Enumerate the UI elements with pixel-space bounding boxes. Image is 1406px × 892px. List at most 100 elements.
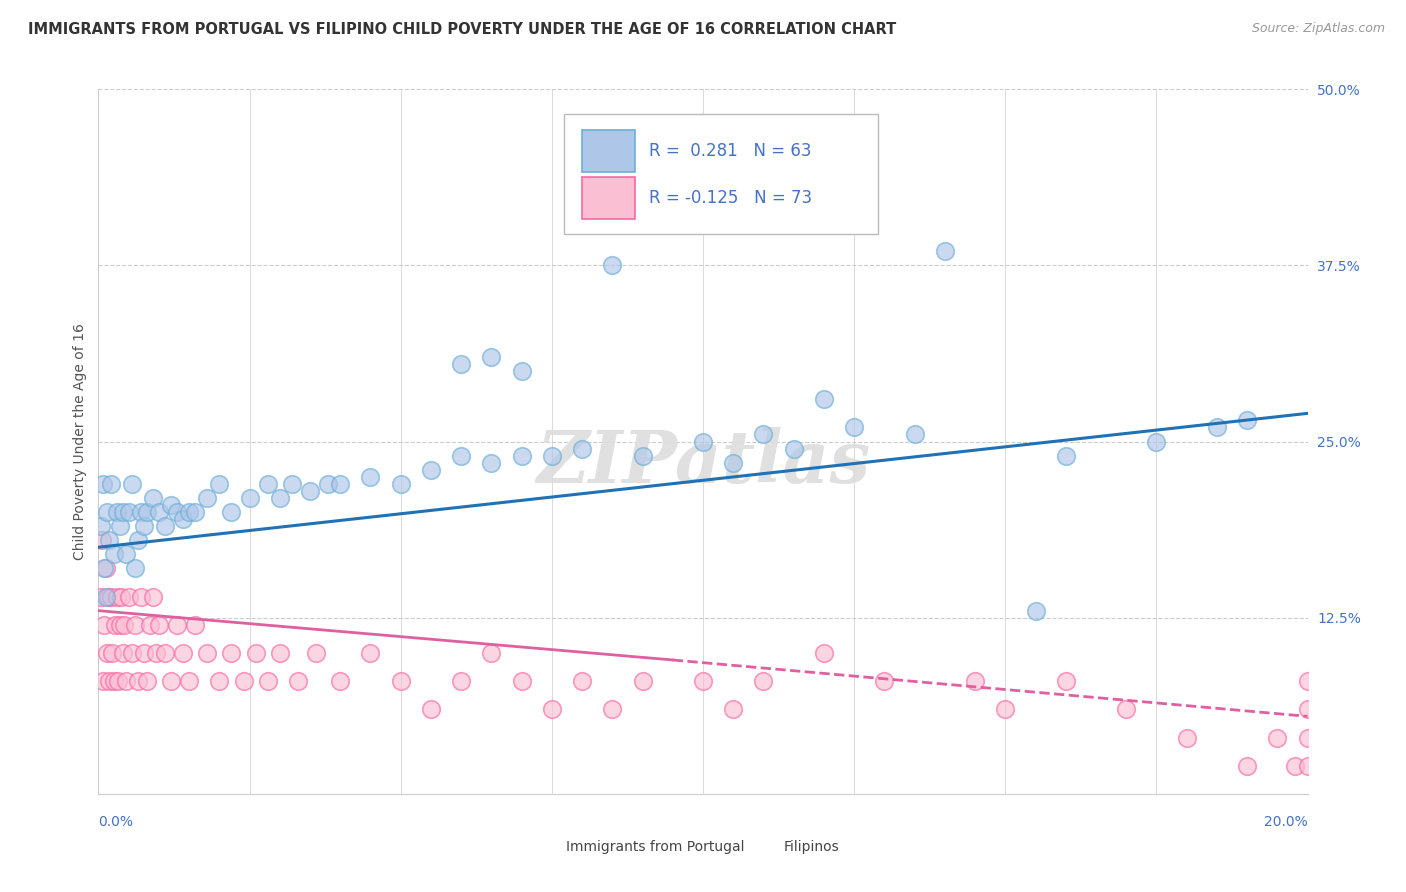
Point bbox=[994, 702, 1017, 716]
Point bbox=[195, 491, 218, 505]
Point bbox=[256, 476, 278, 491]
Point bbox=[105, 590, 128, 604]
Point bbox=[153, 519, 176, 533]
Point bbox=[97, 590, 120, 604]
Point bbox=[360, 646, 382, 660]
Point bbox=[571, 442, 593, 456]
Point bbox=[118, 505, 141, 519]
Point bbox=[1267, 731, 1289, 745]
Point bbox=[692, 674, 714, 689]
Point bbox=[904, 427, 927, 442]
Point bbox=[94, 590, 117, 604]
Point bbox=[245, 646, 267, 660]
Point bbox=[145, 646, 167, 660]
Point bbox=[208, 476, 231, 491]
Point bbox=[139, 617, 162, 632]
Point bbox=[1296, 758, 1319, 772]
Text: 0.0%: 0.0% bbox=[98, 814, 134, 829]
Point bbox=[91, 476, 114, 491]
Point bbox=[934, 244, 956, 259]
Point bbox=[108, 519, 131, 533]
Point bbox=[1206, 420, 1229, 434]
Point bbox=[93, 561, 115, 575]
Point bbox=[540, 449, 562, 463]
Point bbox=[965, 674, 987, 689]
Point bbox=[107, 674, 129, 689]
Point bbox=[105, 505, 128, 519]
Point bbox=[135, 674, 157, 689]
Point bbox=[481, 456, 503, 470]
Point bbox=[1296, 702, 1319, 716]
Point bbox=[389, 674, 412, 689]
Point bbox=[631, 449, 654, 463]
Text: IMMIGRANTS FROM PORTUGAL VS FILIPINO CHILD POVERTY UNDER THE AGE OF 16 CORRELATI: IMMIGRANTS FROM PORTUGAL VS FILIPINO CHI… bbox=[28, 22, 897, 37]
Point bbox=[184, 505, 207, 519]
Text: R =  0.281   N = 63: R = 0.281 N = 63 bbox=[648, 142, 811, 161]
Point bbox=[360, 469, 382, 483]
Point bbox=[160, 674, 183, 689]
Point bbox=[221, 505, 243, 519]
Point bbox=[96, 505, 118, 519]
Point bbox=[481, 350, 503, 364]
Point bbox=[100, 590, 122, 604]
Text: 20.0%: 20.0% bbox=[1264, 814, 1308, 829]
Point bbox=[232, 674, 254, 689]
Point bbox=[305, 646, 328, 660]
Point bbox=[269, 491, 291, 505]
Point bbox=[179, 674, 201, 689]
Point bbox=[450, 357, 472, 371]
Point bbox=[132, 646, 155, 660]
Point bbox=[91, 533, 114, 548]
Point bbox=[510, 364, 533, 378]
Point bbox=[153, 646, 176, 660]
Point bbox=[179, 505, 201, 519]
Point bbox=[281, 476, 304, 491]
Point bbox=[1236, 413, 1258, 427]
Point bbox=[813, 392, 835, 407]
Point bbox=[135, 505, 157, 519]
Point bbox=[1296, 731, 1319, 745]
Point bbox=[103, 674, 125, 689]
Point bbox=[98, 674, 121, 689]
Point bbox=[450, 449, 472, 463]
Point bbox=[256, 674, 278, 689]
Point bbox=[1146, 434, 1168, 449]
Point bbox=[450, 674, 472, 689]
FancyBboxPatch shape bbox=[526, 833, 561, 859]
Point bbox=[132, 519, 155, 533]
Point bbox=[540, 702, 562, 716]
Point bbox=[100, 476, 122, 491]
Point bbox=[269, 646, 291, 660]
Text: ZIPatlas: ZIPatlas bbox=[536, 427, 870, 498]
Point bbox=[148, 505, 170, 519]
Text: Filipinos: Filipinos bbox=[785, 839, 839, 854]
Point bbox=[111, 646, 134, 660]
Point bbox=[124, 617, 146, 632]
Point bbox=[481, 646, 503, 660]
Point bbox=[299, 483, 322, 498]
Point bbox=[221, 646, 243, 660]
Point bbox=[389, 476, 412, 491]
Point bbox=[692, 434, 714, 449]
Point bbox=[124, 561, 146, 575]
Point bbox=[602, 702, 624, 716]
Text: Immigrants from Portugal: Immigrants from Portugal bbox=[567, 839, 745, 854]
Point bbox=[1054, 674, 1077, 689]
Point bbox=[94, 561, 117, 575]
Point bbox=[160, 498, 183, 512]
Point bbox=[329, 674, 352, 689]
FancyBboxPatch shape bbox=[742, 833, 778, 859]
Point bbox=[723, 456, 745, 470]
Point bbox=[142, 491, 165, 505]
Point bbox=[208, 674, 231, 689]
Point bbox=[631, 674, 654, 689]
Point bbox=[110, 590, 132, 604]
Point bbox=[571, 674, 593, 689]
Point bbox=[1296, 674, 1319, 689]
Point bbox=[195, 646, 218, 660]
Point bbox=[239, 491, 262, 505]
FancyBboxPatch shape bbox=[582, 178, 636, 219]
Point bbox=[129, 590, 152, 604]
Point bbox=[420, 702, 443, 716]
Point bbox=[783, 442, 806, 456]
